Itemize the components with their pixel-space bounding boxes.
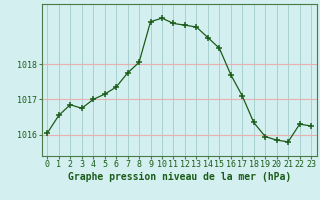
X-axis label: Graphe pression niveau de la mer (hPa): Graphe pression niveau de la mer (hPa) xyxy=(68,172,291,182)
